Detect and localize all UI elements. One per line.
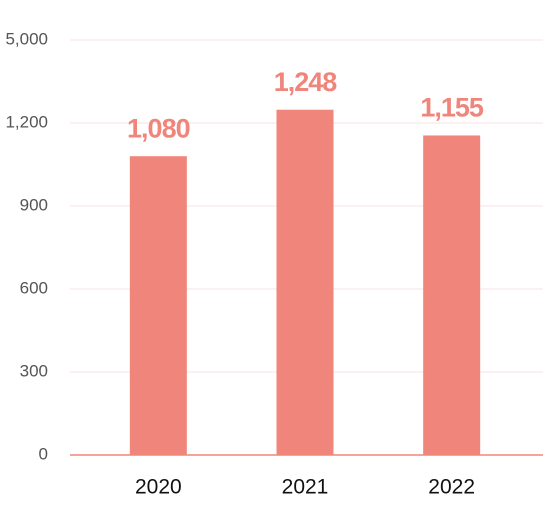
bar	[423, 135, 481, 455]
y-tick-label: 0	[39, 444, 48, 463]
y-tick-label: 5,000	[5, 29, 48, 48]
value-label: 1,080	[127, 113, 190, 143]
value-label: 1,155	[420, 93, 484, 123]
y-tick-label: 600	[20, 278, 48, 297]
x-tick-label: 2020	[135, 476, 182, 499]
y-tick-label: 900	[20, 195, 48, 214]
bar	[129, 156, 187, 455]
bar	[276, 109, 334, 455]
y-tick-label: 1,200	[5, 112, 48, 131]
x-tick-label: 2022	[428, 476, 475, 499]
x-tick-label: 2021	[282, 476, 329, 499]
value-label: 1,248	[274, 67, 338, 97]
y-tick-label: 300	[20, 361, 48, 380]
